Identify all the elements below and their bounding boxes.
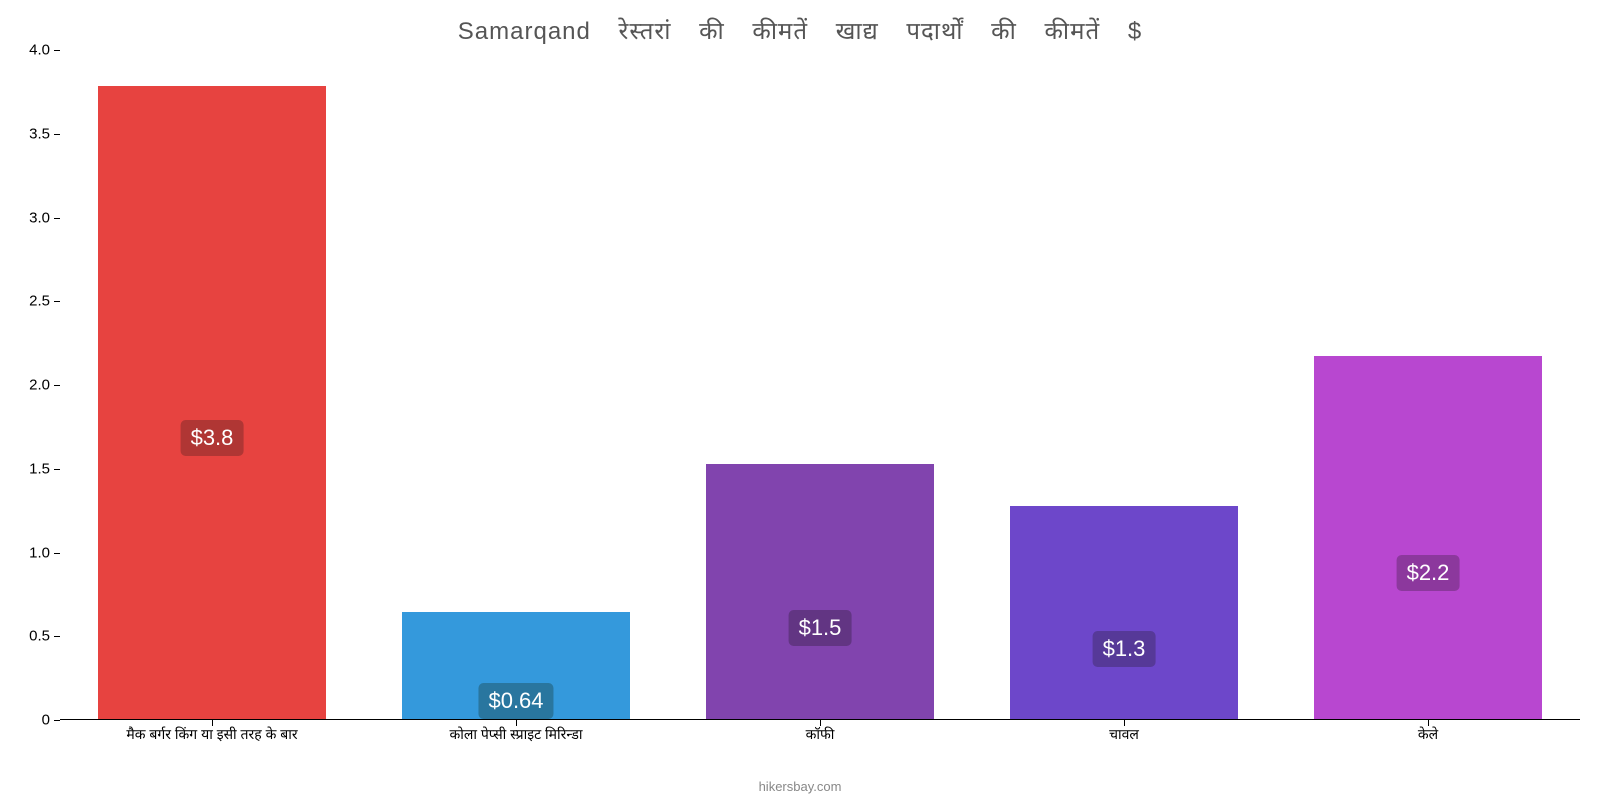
chart-area: 00.51.01.52.02.53.03.54.0$3.8$0.64$1.5$1… (60, 50, 1580, 740)
bar: $1.5 (706, 464, 934, 719)
bar: $0.64 (402, 612, 630, 719)
y-axis-label: 3.5 (10, 125, 50, 142)
y-tick (54, 469, 60, 470)
plot-area: 00.51.01.52.02.53.03.54.0$3.8$0.64$1.5$1… (60, 50, 1580, 720)
bar-value-label: $0.64 (478, 683, 553, 719)
y-axis-label: 4.0 (10, 42, 50, 59)
x-axis-label: चावल (1109, 725, 1139, 744)
y-tick (54, 218, 60, 219)
chart-title: Samarqand रेस्तरां की कीमतें खाद्य पदार्… (0, 0, 1600, 47)
x-axis-label: कॉफी (806, 725, 835, 744)
x-axis-label: केले (1418, 725, 1438, 744)
y-tick (54, 134, 60, 135)
x-axis-label: कोला पेप्सी स्प्राइट मिरिन्डा (449, 725, 582, 744)
bar-value-label: $1.5 (789, 610, 852, 646)
y-axis-label: 2.5 (10, 293, 50, 310)
y-axis-label: 1.0 (10, 544, 50, 561)
y-tick (54, 50, 60, 51)
bar-value-label: $1.3 (1093, 631, 1156, 667)
y-axis-label: 0 (10, 712, 50, 729)
y-axis-label: 2.0 (10, 377, 50, 394)
x-axis-label: मैक बर्गर किंग या इसी तरह के बार (126, 725, 297, 744)
y-tick (54, 385, 60, 386)
bar: $1.3 (1010, 506, 1238, 719)
bar-value-label: $3.8 (181, 420, 244, 456)
y-tick (54, 720, 60, 721)
y-axis-label: 1.5 (10, 460, 50, 477)
y-axis-label: 0.5 (10, 628, 50, 645)
bar-value-label: $2.2 (1397, 555, 1460, 591)
bar: $3.8 (98, 86, 326, 719)
y-tick (54, 636, 60, 637)
y-tick (54, 301, 60, 302)
y-tick (54, 553, 60, 554)
footer-credit: hikersbay.com (759, 779, 842, 794)
bar: $2.2 (1314, 356, 1542, 719)
y-axis-label: 3.0 (10, 209, 50, 226)
